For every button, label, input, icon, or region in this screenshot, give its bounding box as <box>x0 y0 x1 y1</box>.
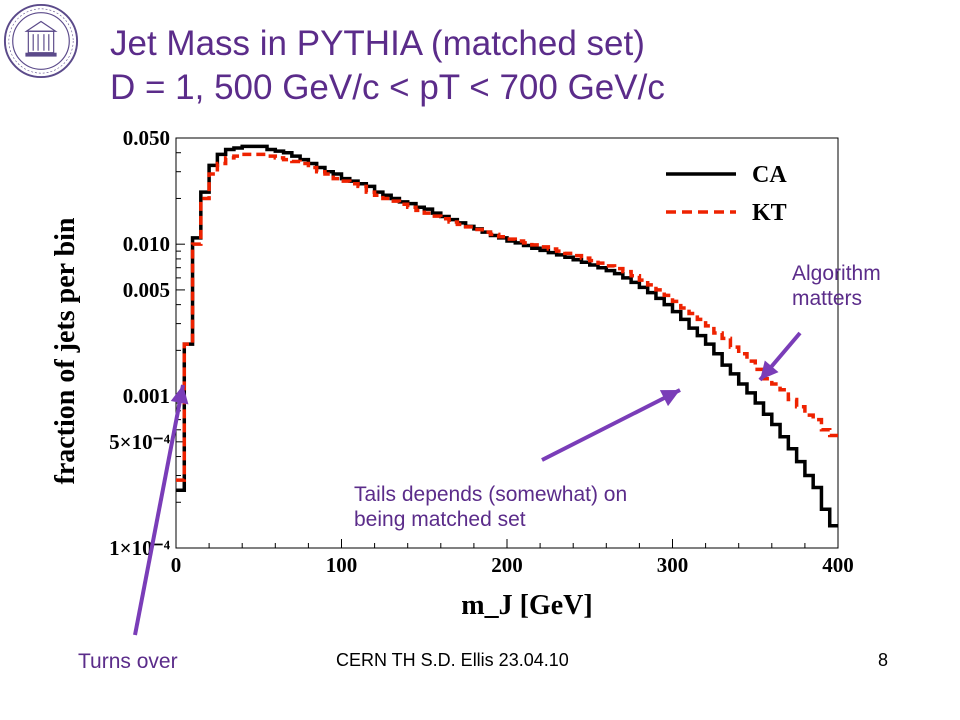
annotation-algorithm-line1: Algorithm <box>792 262 881 285</box>
arrow-tails-head <box>659 390 680 407</box>
x-tick-label: 400 <box>822 553 854 577</box>
series-line-ca <box>176 144 838 528</box>
annotation-tails: Tails depends (somewhat) on being matche… <box>354 482 627 532</box>
y-tick-label: 5×10⁻⁴ <box>109 430 171 454</box>
arrow-turns-over-shaft <box>133 384 185 636</box>
slide-title-line2: D = 1, 500 GeV/c < pT < 700 GeV/c <box>110 68 665 107</box>
arrow-tails-shaft <box>541 388 681 462</box>
footer-text: CERN TH S.D. Ellis 23.04.10 <box>336 650 569 670</box>
x-tick-label: 200 <box>491 553 523 577</box>
slide-title-line1: Jet Mass in PYTHIA (matched set) <box>110 24 645 63</box>
x-axis-label: m_J [GeV] <box>461 590 592 621</box>
annotation-turns-over: Turns over <box>78 650 178 673</box>
y-tick-label: 0.005 <box>123 278 170 302</box>
y-tick-label: 0.010 <box>123 232 170 256</box>
university-seal-logo <box>3 3 79 79</box>
arrow-algorithm-head <box>760 360 779 380</box>
slide-title: Jet Mass in PYTHIA (matched set) D = 1, … <box>110 22 665 110</box>
annotation-tails-line2: being matched set <box>354 508 526 531</box>
y-axis-label: fraction of jets per bin <box>50 217 81 484</box>
series-line-kt <box>176 152 838 482</box>
annotation-algorithm-matters: Algorithm matters <box>792 261 881 311</box>
y-tick-label: 0.001 <box>123 384 170 408</box>
page-number: 8 <box>878 650 889 670</box>
x-tick-label: 300 <box>657 553 689 577</box>
legend-label-ca: CA <box>752 162 787 188</box>
y-tick-label: 1×10⁻⁴ <box>109 536 171 560</box>
x-tick-label: 100 <box>326 553 358 577</box>
y-tick-label: 0.050 <box>123 126 170 150</box>
arrow-turns-over-head <box>170 385 189 405</box>
legend-label-kt: KT <box>752 200 787 226</box>
x-tick-label: 0 <box>171 553 182 577</box>
annotation-tails-line1: Tails depends (somewhat) on <box>354 483 628 506</box>
annotation-algorithm-line2: matters <box>792 287 863 310</box>
